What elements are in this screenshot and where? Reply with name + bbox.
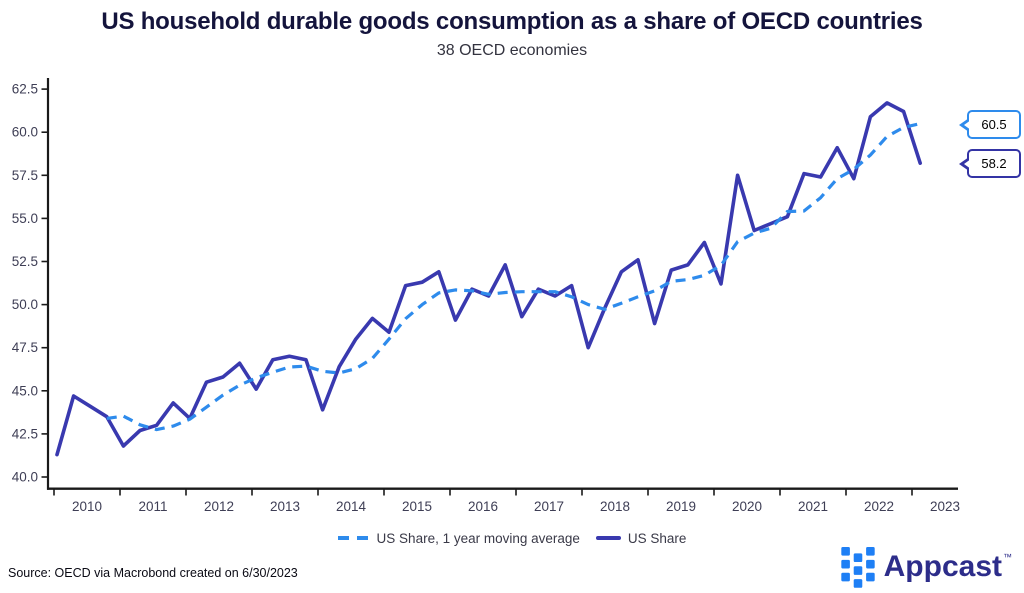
appcast-logo-text: Appcast ™ xyxy=(884,552,1012,582)
y-axis-tick-label: 42.5 xyxy=(12,426,38,441)
callout-us-share-latest: 58.2 xyxy=(967,149,1021,178)
y-axis-tick-label: 60.0 xyxy=(12,125,38,140)
y-axis-tick-label: 57.5 xyxy=(12,168,38,183)
x-axis-tick-label: 2018 xyxy=(600,499,630,514)
chart-subtitle: 38 OECD economies xyxy=(436,42,588,59)
legend-label-moving-average: US Share, 1 year moving average xyxy=(376,530,580,546)
x-axis-tick-label: 2021 xyxy=(798,499,828,514)
x-axis-tick-label: 2016 xyxy=(468,499,498,514)
callout-us-share-value: 58.2 xyxy=(981,156,1007,171)
source-note: Source: OECD via Macrobond created on 6/… xyxy=(8,566,298,580)
y-axis-tick-label: 47.5 xyxy=(12,340,38,355)
x-axis-tick-label: 2020 xyxy=(732,499,762,514)
moving-average-line xyxy=(106,122,921,432)
x-axis-tick-label: 2022 xyxy=(864,499,894,514)
x-axis-tick-label: 2019 xyxy=(666,499,696,514)
x-axis-tick-label: 2011 xyxy=(138,499,167,514)
x-axis-tick-label: 2015 xyxy=(402,499,432,514)
appcast-wordmark: Appcast xyxy=(883,550,1002,583)
callout-moving-average-latest: 60.5 xyxy=(967,110,1021,139)
legend-label-us-share: US Share xyxy=(627,530,687,546)
x-axis-tick-label: 2010 xyxy=(72,499,102,514)
y-axis-tick-label: 62.5 xyxy=(12,82,38,97)
y-axis-tick-label: 45.0 xyxy=(12,383,38,398)
callout-moving-average-value: 60.5 xyxy=(981,117,1007,132)
trademark-symbol: ™ xyxy=(1003,552,1012,562)
legend-dashed-line-swatch xyxy=(337,536,370,540)
chart-title: US household durable goods consumption a… xyxy=(101,8,923,35)
y-axis-tick-label: 40.0 xyxy=(12,470,38,485)
x-axis-tick-label: 2012 xyxy=(204,499,234,514)
appcast-logo: Appcast ™ xyxy=(840,545,1012,589)
line-chart: 40.0 42.5 45.0 47.5 50.0 52.5 55.0 57.5 60.0 62.5… xyxy=(12,78,960,514)
x-axis-tick-label: 2017 xyxy=(534,499,564,514)
y-axis-tick-label: 55.0 xyxy=(12,211,38,226)
y-axis-tick-label: 52.5 xyxy=(12,254,38,269)
x-axis-tick-label: 2014 xyxy=(336,499,367,514)
chart-legend: US Share, 1 year moving average US Share xyxy=(0,527,1024,549)
x-axis-tick-label: 2013 xyxy=(270,499,300,514)
x-axis-tick-label: 2023 xyxy=(930,499,960,514)
legend-solid-line-swatch xyxy=(595,536,621,540)
appcast-squares-grid-icon xyxy=(840,546,875,588)
y-axis-tick-label: 50.0 xyxy=(12,297,38,312)
us-share-line xyxy=(55,101,923,457)
